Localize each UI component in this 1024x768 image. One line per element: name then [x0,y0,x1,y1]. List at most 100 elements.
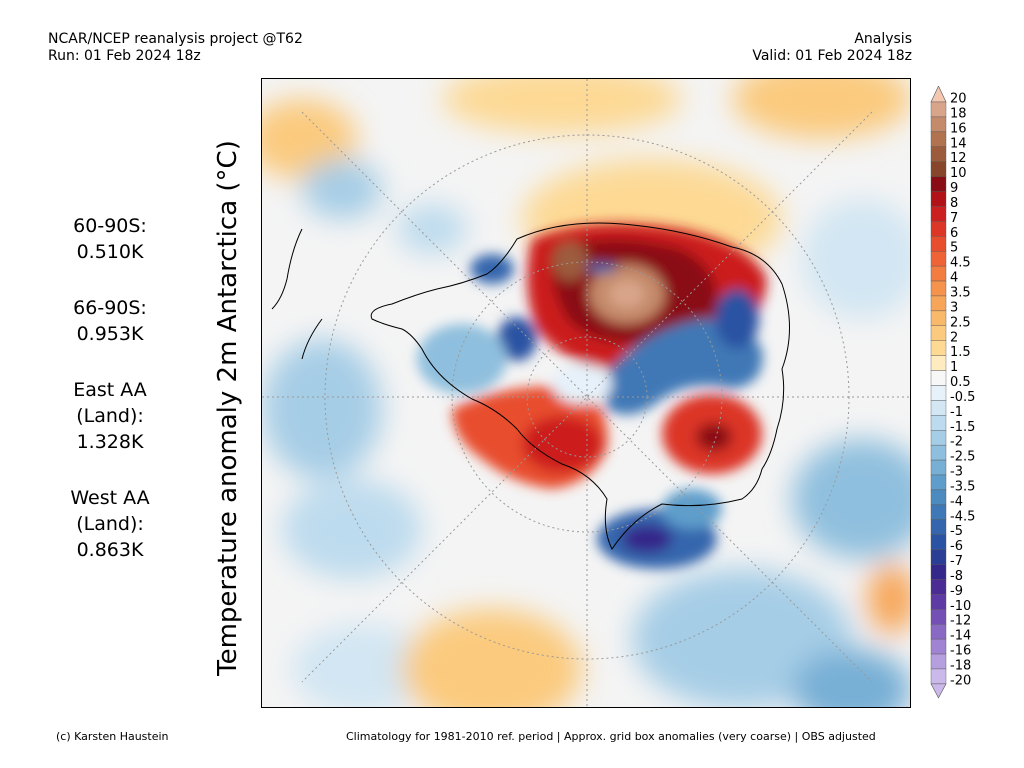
anomaly-field-broad [262,79,910,707]
colorbar-label: -8 [950,569,963,584]
colorbar-label: 1.5 [950,345,971,360]
stat-east-aa: East AA (Land): 1.328K [60,377,160,455]
run-info: NCAR/NCEP reanalysis project @T62 Run: 0… [48,31,303,65]
colorbar-swatch [930,564,947,580]
colorbar-swatch [930,191,947,207]
colorbar: 201816141210987654.543.532.521.510.5-0.5… [930,86,975,699]
colorbar-label: -9 [950,584,963,599]
colorbar-swatch [930,131,947,147]
colorbar-swatch [930,504,947,520]
colorbar-label: 3 [950,300,958,315]
colorbar-swatch [930,265,947,282]
graticule [262,79,910,707]
colorbar-swatch [930,579,947,595]
colorbar-swatch [930,250,947,267]
colorbar-swatch [930,653,947,670]
colorbar-label: -7 [950,554,963,569]
copyright: (c) Karsten Haustein [56,730,169,743]
colorbar-swatch [930,116,947,133]
colorbar-label: -4.5 [950,509,975,524]
stat-66-90s: 66-90S: 0.953K [60,295,160,347]
colorbar-swatch [930,325,947,341]
colorbar-label: 14 [950,136,967,151]
colorbar-swatch [930,430,947,446]
colorbar-label: -1.5 [950,420,975,435]
antarctica-coastline [370,222,790,550]
anomaly-map-svg [262,79,910,707]
colorbar-swatch [930,101,947,118]
colorbar-arrow-bottom [930,683,947,699]
stat-60-90s: 60-90S: 0.510K [60,213,160,265]
colorbar-swatch [930,400,947,416]
colorbar-label: -3.5 [950,479,975,494]
colorbar-swatch [930,609,947,625]
colorbar-swatch [930,444,947,461]
colorbar-swatch [930,146,947,162]
stat-label: 66-90S: [73,297,147,319]
colorbar-swatch [930,280,947,297]
stat-label: West AA [70,487,150,509]
colorbar-swatch [930,161,947,177]
colorbar-label: -3 [950,465,963,480]
colorbar-label: 10 [950,166,967,181]
analysis-label: Analysis [854,31,912,47]
colorbar-label: 2.5 [950,315,971,330]
colorbar-arrow-top [930,86,947,103]
colorbar-label: -2.5 [950,450,975,465]
colorbar-swatch [930,519,947,535]
stat-value: 0.510K [76,241,144,263]
colorbar-label: 4.5 [950,256,971,271]
colorbar-swatch [930,415,947,431]
colorbar-label: 16 [950,121,967,136]
colorbar-swatch [930,206,947,222]
colorbar-label: -10 [950,599,971,614]
colorbar-swatch [930,236,947,252]
colorbar-label: 7 [950,211,958,226]
colorbar-label: -14 [950,629,971,644]
stat-sublabel: (Land): [76,405,144,427]
colorbar-swatch [930,355,947,371]
colorbar-label: -12 [950,614,971,629]
valid-info: Analysis Valid: 01 Feb 2024 18z [752,31,912,65]
colorbar-label: -16 [950,644,971,659]
colorbar-swatch [930,385,947,401]
colorbar-swatch [930,459,947,476]
stat-west-aa: West AA (Land): 0.863K [60,485,160,563]
colorbar-swatch [930,370,947,386]
colorbar-label: -6 [950,539,963,554]
run-time: Run: 01 Feb 2024 18z [48,48,201,64]
stat-label: 60-90S: [73,215,147,237]
colorbar-label: -20 [950,673,971,688]
colorbar-swatch [930,489,947,506]
colorbar-label: 12 [950,151,967,166]
colorbar-swatch [930,340,947,356]
colorbar-label: -1 [950,405,963,420]
colorbar-label: 18 [950,106,967,121]
south-america-coastline [271,228,323,360]
colorbar-swatch [930,638,947,655]
colorbar-label: -4 [950,494,963,509]
colorbar-swatch [930,668,947,685]
model-title: NCAR/NCEP reanalysis project @T62 [48,31,303,47]
colorbar-swatch [930,594,947,610]
colorbar-label: -0.5 [950,390,975,405]
colorbar-label: -18 [950,659,971,674]
anomaly-map [261,78,911,708]
colorbar-label: 6 [950,226,958,241]
stat-value: 1.328K [76,431,144,453]
colorbar-swatch [930,624,947,640]
colorbar-swatch [930,221,947,237]
colorbar-swatch [930,549,947,565]
colorbar-label: 20 [950,92,967,107]
colorbar-swatch [930,295,947,312]
colorbar-swatch [930,310,947,327]
colorbar-label: 1 [950,360,958,375]
valid-time: Valid: 01 Feb 2024 18z [752,48,912,64]
colorbar-swatch [930,474,947,491]
colorbar-swatch [930,176,947,192]
colorbar-label: 0.5 [950,375,971,390]
colorbar-label: 9 [950,181,958,196]
colorbar-label: 3.5 [950,286,971,301]
stat-value: 0.953K [76,323,144,345]
colorbar-label: -5 [950,524,963,539]
